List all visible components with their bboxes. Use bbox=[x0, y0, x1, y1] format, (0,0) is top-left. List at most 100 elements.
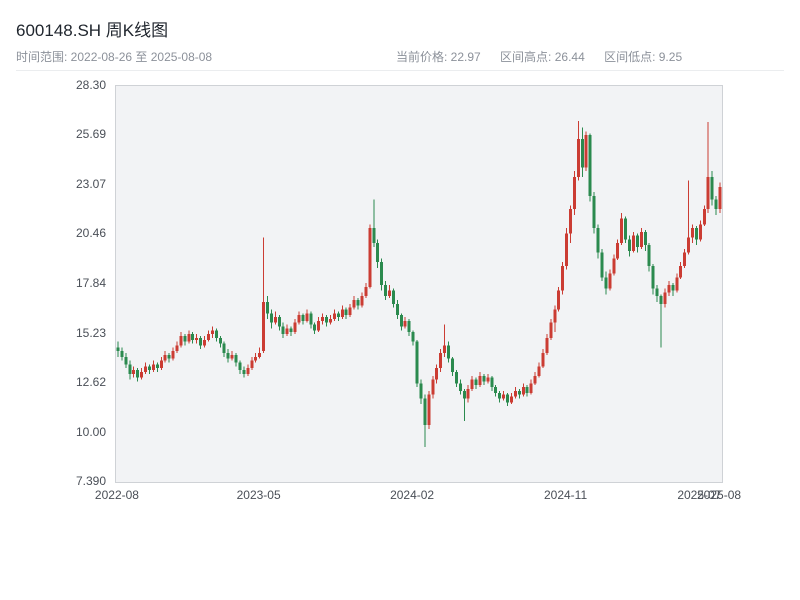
y-axis-tick-label: 7.390 bbox=[75, 474, 106, 488]
candle-body bbox=[206, 334, 210, 340]
candle-body bbox=[470, 379, 474, 390]
range-low-label: 区间低点: 9.25 bbox=[604, 50, 683, 64]
candle-body bbox=[529, 383, 533, 393]
y-axis-tick-label: 25.69 bbox=[75, 127, 106, 142]
candle-body bbox=[671, 284, 675, 291]
candle-body bbox=[116, 347, 120, 352]
candle-body bbox=[561, 265, 565, 291]
candle-body bbox=[277, 317, 281, 327]
candle-body bbox=[608, 273, 612, 289]
candle-body bbox=[458, 383, 462, 391]
candle-body bbox=[234, 354, 238, 363]
x-axis-tick-label: 2024-11 bbox=[543, 488, 588, 502]
candle-body bbox=[285, 328, 289, 335]
candle-body bbox=[230, 354, 234, 359]
candle-body bbox=[364, 286, 368, 297]
candle-body bbox=[498, 392, 502, 399]
candle-body bbox=[675, 277, 679, 291]
candle-body bbox=[305, 313, 309, 321]
candle-body bbox=[443, 345, 447, 354]
candle-body bbox=[580, 139, 584, 168]
candle-body bbox=[258, 353, 262, 357]
candle-body bbox=[525, 387, 529, 393]
candle-body bbox=[533, 375, 537, 384]
candle-body bbox=[565, 233, 569, 266]
candle-body bbox=[439, 353, 443, 369]
candle-body bbox=[612, 258, 616, 274]
candle-body bbox=[659, 296, 663, 304]
candle-body bbox=[336, 313, 340, 318]
candle-body bbox=[423, 398, 427, 425]
candle-body bbox=[171, 351, 175, 359]
candle-body bbox=[151, 364, 155, 371]
candle-body bbox=[687, 237, 691, 253]
candle-body bbox=[124, 356, 128, 365]
candle-body bbox=[706, 176, 710, 210]
candle-body bbox=[419, 383, 423, 399]
candle-body bbox=[474, 379, 478, 386]
candle-body bbox=[372, 228, 376, 244]
candle-body bbox=[226, 353, 230, 359]
x-axis-tick-label: 2023-05 bbox=[236, 488, 281, 502]
candle-body bbox=[242, 370, 246, 374]
x-axis-tick-label: 2025-07 bbox=[677, 488, 722, 502]
candle-body bbox=[553, 309, 557, 323]
candle-body bbox=[313, 324, 317, 331]
candle-body bbox=[399, 315, 403, 327]
candlestick-plot bbox=[115, 85, 723, 483]
candle-body bbox=[222, 343, 226, 354]
candle-body bbox=[600, 252, 604, 278]
candle-body bbox=[297, 315, 301, 323]
candle-body bbox=[572, 176, 576, 210]
candle-body bbox=[545, 337, 549, 354]
candle-body bbox=[140, 371, 144, 378]
candle-body bbox=[395, 303, 399, 316]
candle-body bbox=[494, 387, 498, 393]
candle-body bbox=[549, 322, 553, 338]
candle-body bbox=[431, 379, 435, 395]
candle-body bbox=[624, 218, 628, 240]
candle-body bbox=[238, 362, 242, 371]
candle-body bbox=[332, 313, 336, 319]
candle-body bbox=[450, 358, 454, 372]
candle-body bbox=[266, 301, 269, 314]
candle-body bbox=[289, 328, 293, 333]
candle-body bbox=[250, 360, 254, 369]
candle-body bbox=[628, 239, 632, 251]
candle-body bbox=[183, 335, 187, 342]
candle-body bbox=[509, 396, 513, 403]
candle-body bbox=[195, 337, 199, 340]
candle-body bbox=[435, 368, 439, 380]
candle-body bbox=[541, 353, 545, 367]
candle-body bbox=[380, 262, 384, 285]
y-axis-tick-label: 20.46 bbox=[75, 226, 106, 241]
candle-body bbox=[690, 228, 694, 238]
candle-body bbox=[588, 135, 592, 196]
candle-body bbox=[403, 320, 407, 327]
candle-body bbox=[714, 199, 718, 210]
candle-body bbox=[454, 371, 458, 384]
candle-body bbox=[360, 296, 364, 306]
candle-body bbox=[576, 139, 580, 177]
candle-body bbox=[321, 317, 325, 321]
candle-body bbox=[415, 341, 419, 384]
candle-body bbox=[502, 394, 506, 399]
candle-body bbox=[667, 284, 671, 293]
candle-body bbox=[387, 290, 391, 297]
y-axis-tick-label: 15.23 bbox=[75, 325, 106, 340]
candle-body bbox=[718, 186, 722, 210]
candle-body bbox=[120, 351, 124, 357]
candle-body bbox=[218, 337, 222, 344]
range-high-label: 区间高点: 26.44 bbox=[500, 50, 585, 64]
candle-body bbox=[679, 265, 683, 278]
stats-row: 当前价格: 22.97 区间高点: 26.44 区间低点: 9.25 bbox=[396, 48, 698, 65]
candle-body bbox=[179, 335, 183, 346]
candle-body bbox=[269, 313, 273, 323]
candle-body bbox=[281, 326, 285, 335]
candle-body bbox=[596, 228, 600, 253]
candle-body bbox=[147, 366, 151, 371]
y-axis-tick-label: 17.84 bbox=[75, 276, 106, 291]
candle-body bbox=[132, 370, 136, 374]
candle-body bbox=[328, 318, 332, 323]
